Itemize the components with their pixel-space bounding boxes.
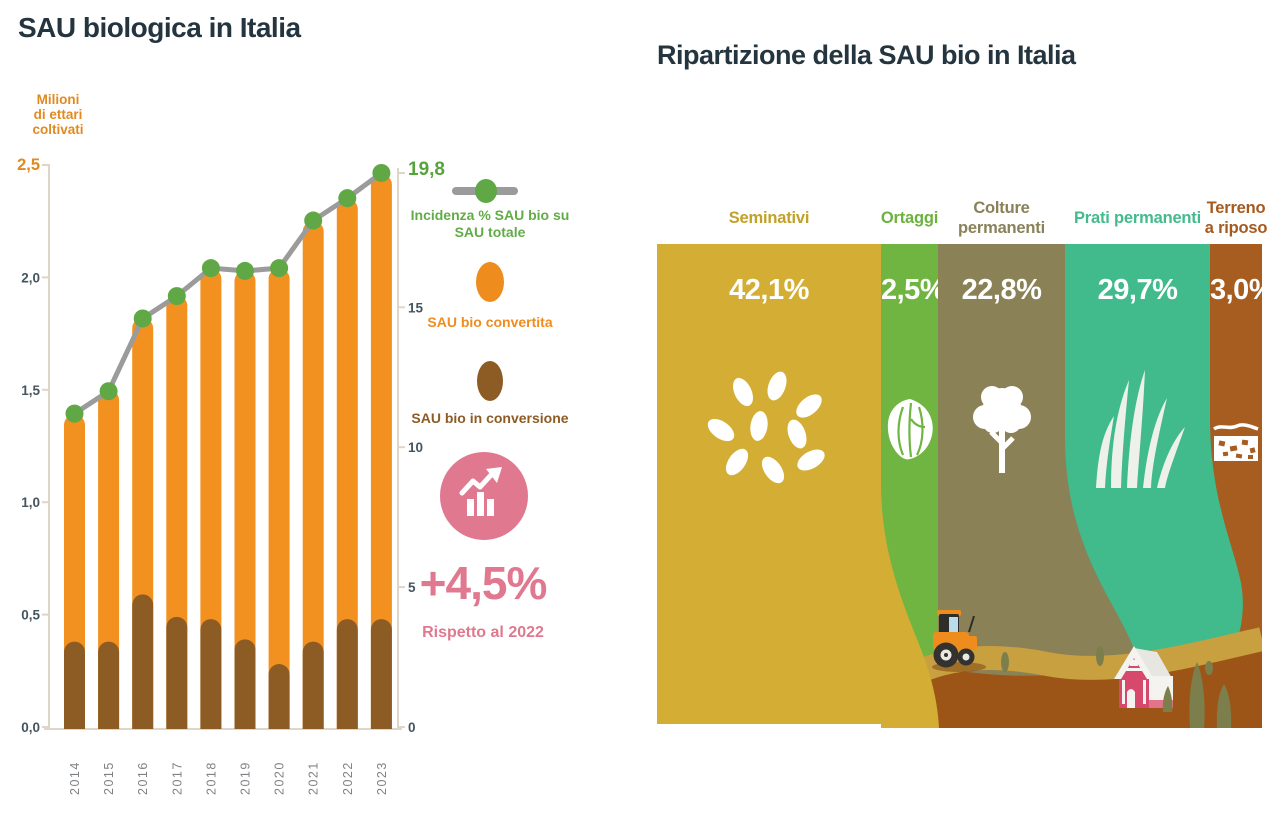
x-tick-year: 2022: [341, 761, 355, 795]
column-pct-3: 22,8%: [961, 274, 1042, 306]
bar-conversione-2022: [336, 619, 358, 729]
right-axis-tick-label: 0: [408, 720, 416, 735]
growth-chart-icon: [440, 452, 528, 540]
lettuce-icon: [881, 356, 938, 501]
incidenza-point-2018: [201, 259, 220, 278]
incidenza-max-value: 19,8: [408, 159, 445, 180]
x-tick-year: 2017: [170, 761, 184, 795]
legend-convertita-label: SAU bio convertita: [427, 314, 553, 330]
left-axis-tick-label: 1,5: [21, 383, 40, 398]
bar-total-2023: [370, 173, 392, 729]
x-tick-year: 2020: [273, 761, 287, 795]
bar-total-2014: [64, 414, 85, 729]
bar-conversione-2017: [166, 616, 188, 729]
bar-total-2021: [302, 221, 324, 729]
x-tick-year: 2021: [307, 761, 321, 795]
tree-icon: [938, 356, 1065, 501]
bar-total-2017: [166, 295, 188, 729]
bar-conversione-2018: [200, 619, 222, 729]
x-tick-year: 2023: [375, 761, 389, 795]
left-axis-tick-label: 2,5: [17, 156, 40, 174]
incidenza-point-2019: [236, 261, 254, 280]
incidenza-point-2021: [304, 211, 323, 230]
bar-conversione-2016: [132, 594, 154, 729]
column-1: [657, 244, 881, 724]
incidenza-dot-icon: [475, 179, 497, 203]
column-pct-2: 2,5%: [881, 274, 946, 306]
right-axis-tick-label: 10: [408, 440, 423, 455]
bar-total-2016: [132, 317, 154, 729]
left-axis-tick-label: 0,5: [21, 608, 40, 623]
right-chart-columns: Seminativi 42,1% Ortaggi 2,5% Colture perma…: [657, 192, 1275, 728]
x-tick-year: 2019: [239, 761, 253, 795]
x-tick-year: 2014: [68, 761, 82, 795]
x-tick-year: 2016: [136, 761, 150, 795]
incidenza-point-2014: [65, 404, 84, 423]
incidenza-point-2022: [338, 189, 357, 208]
incidenza-point-2023: [372, 163, 391, 182]
legend-incidenza-label: Incidenza % SAU bio su SAU totale: [410, 207, 570, 240]
x-tick-year: 2018: [204, 761, 218, 795]
seeds-icon: [657, 356, 881, 501]
column-header-5: Terreno a riposo: [1204, 199, 1268, 237]
column-header-2: Ortaggi: [880, 209, 939, 227]
y-axis-label-line: coltivati: [32, 122, 84, 137]
right-chart-title: Ripartizione della SAU bio in Italia: [657, 40, 1076, 70]
bar-total-2020: [268, 268, 290, 729]
incidenza-point-2020: [270, 259, 289, 278]
legend-conversione-label: SAU bio in conversione: [411, 410, 569, 426]
bar-conversione-2019: [234, 639, 256, 729]
convertita-dot-icon: [476, 262, 504, 302]
conversione-dot-icon: [477, 361, 503, 401]
grass-icon: [1065, 356, 1210, 501]
incidenza-point-2015: [99, 382, 118, 401]
column-pct-5: 3,0%: [1210, 274, 1275, 306]
left-axis-tick-label: 0,0: [21, 720, 40, 735]
bar-total-2022: [336, 198, 358, 730]
soil-icon: [1210, 356, 1262, 501]
column-pct-4: 29,7%: [1097, 274, 1178, 306]
growth-value: +4,5%: [419, 557, 548, 609]
growth-caption: Rispetto al 2022: [422, 624, 544, 641]
column-header-1: Seminativi: [728, 209, 810, 227]
bar-conversione-2015: [98, 641, 120, 729]
bar-total-2019: [234, 270, 256, 729]
y-axis-label-line: Milioni: [36, 92, 80, 107]
incidenza-point-2016: [133, 309, 152, 328]
bar-conversione-2021: [302, 641, 324, 729]
left-chart-title: SAU biologica in Italia: [18, 12, 301, 43]
y-axis-label-line: di ettari: [33, 107, 83, 122]
bar-total-2015: [98, 389, 120, 729]
incidenza-line: [72, 170, 384, 417]
bar-total-2018: [200, 268, 222, 729]
column-pct-1: 42,1%: [729, 274, 809, 306]
left-y-axis-label: Milioni di ettari coltivati: [20, 92, 96, 137]
left-axis-tick-label: 2,0: [21, 270, 40, 285]
bar-conversione-2020: [268, 664, 290, 729]
left-axis-tick-label: 1,0: [21, 495, 40, 510]
x-tick-year: 2015: [102, 761, 116, 795]
column-header-3: Colture permanenti: [958, 199, 1045, 237]
incidenza-point-2017: [167, 287, 186, 306]
column-header-4: Prati permanenti: [1073, 209, 1201, 227]
bar-conversione-2014: [64, 641, 85, 729]
